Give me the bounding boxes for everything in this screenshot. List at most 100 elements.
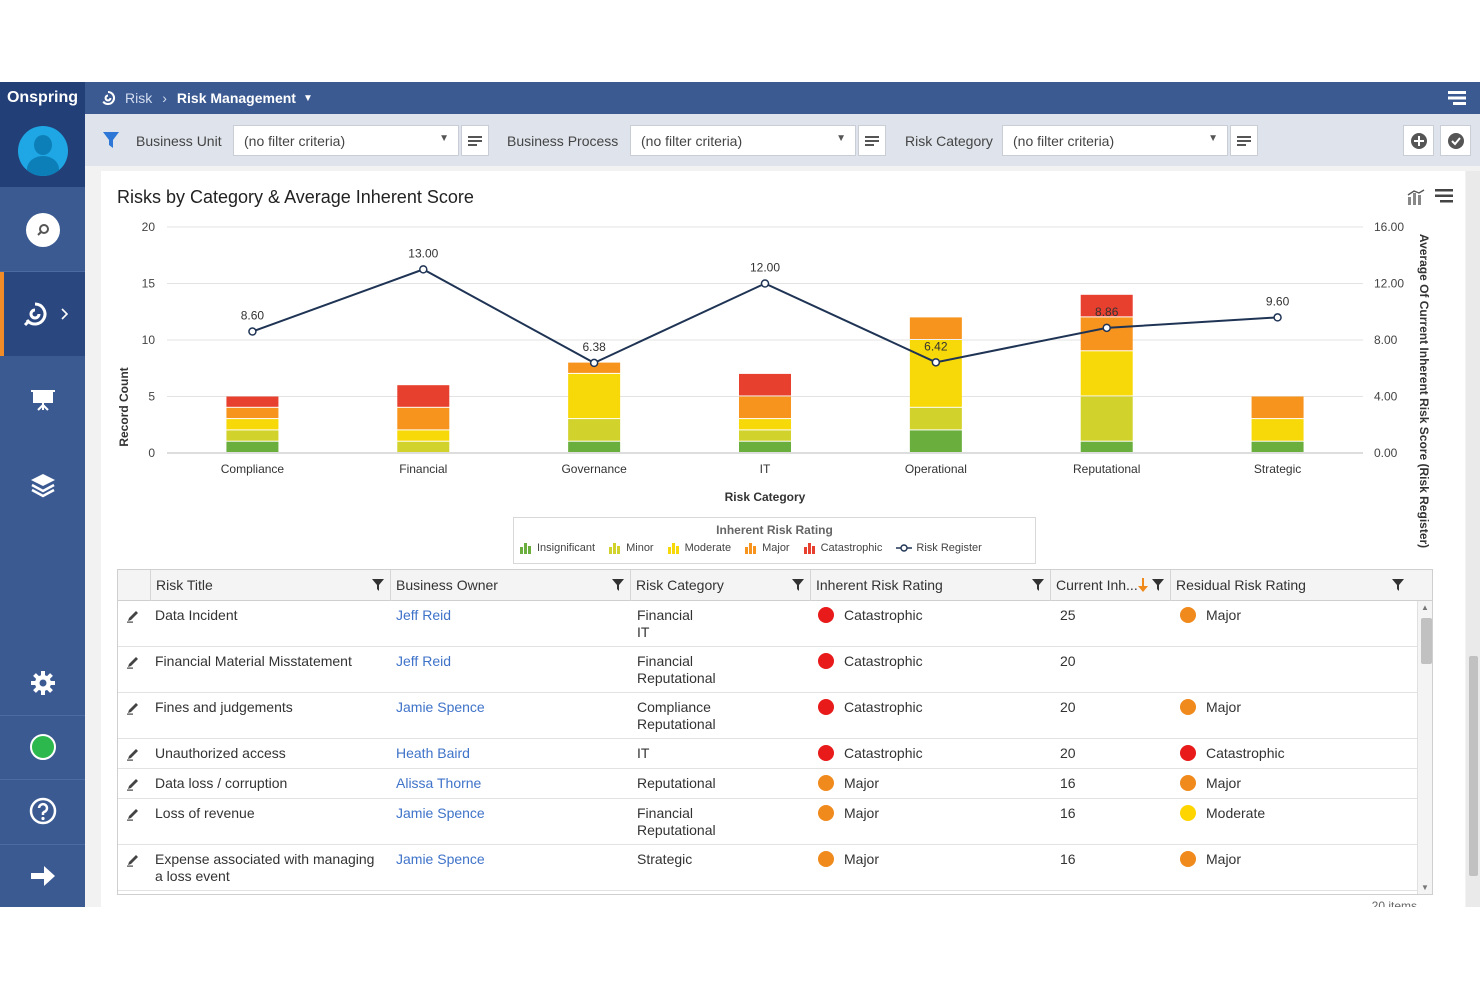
bar-segment[interactable] (226, 430, 279, 441)
bar-segment[interactable] (397, 430, 450, 441)
grid-scroll-thumb[interactable] (1421, 618, 1432, 664)
page-scrollbar[interactable] (1466, 171, 1480, 907)
header-inherent-risk-rating[interactable]: Inherent Risk Rating (810, 570, 1050, 601)
sidebar-status-button[interactable] (0, 716, 85, 778)
hamburger-menu-icon[interactable] (1448, 91, 1466, 105)
legend-item[interactable]: Minor (609, 542, 654, 554)
table-row[interactable]: Unauthorized access Heath Baird IT Catastro… (118, 739, 1417, 769)
bar-segment[interactable] (1080, 317, 1133, 351)
filter-icon[interactable] (102, 131, 120, 149)
breadcrumb-current[interactable]: Risk Management (176, 90, 296, 106)
page-scroll-thumb[interactable] (1469, 656, 1478, 876)
bar-segment[interactable] (397, 385, 450, 407)
cell-business-owner[interactable]: Jamie Spence (396, 699, 485, 715)
filter-icon[interactable] (1392, 579, 1404, 591)
header-business-owner[interactable]: Business Owner (390, 570, 630, 601)
header-current-inherent[interactable]: Current Inh... (1050, 570, 1170, 601)
legend-item[interactable]: Risk Register (896, 542, 982, 554)
bar-segment[interactable] (739, 441, 791, 452)
sidebar-search-button[interactable] (0, 199, 85, 261)
cell-business-owner[interactable]: Alissa Thorne (396, 775, 482, 791)
table-row[interactable]: Financial Material Misstatement Jeff Reid… (118, 647, 1417, 693)
bar-segment[interactable] (568, 362, 621, 373)
edit-pencil-icon[interactable] (126, 655, 140, 669)
bar-segment[interactable] (568, 441, 621, 452)
bar-segment[interactable] (397, 441, 450, 452)
filter-icon[interactable] (792, 579, 804, 591)
legend-item[interactable]: Moderate (667, 542, 731, 554)
table-row[interactable]: Expense associated with managing a loss … (118, 845, 1417, 891)
sidebar-help-button[interactable] (0, 780, 85, 842)
bar-segment[interactable] (226, 419, 279, 430)
sidebar-collapse-button[interactable] (0, 845, 85, 907)
bar-segment[interactable] (397, 407, 450, 430)
sidebar-presentation-button[interactable] (0, 369, 85, 431)
chart-type-icon[interactable] (1407, 189, 1425, 205)
line-point[interactable] (1273, 313, 1282, 322)
header-risk-category[interactable]: Risk Category (630, 570, 810, 601)
legend-item[interactable]: Insignificant (520, 542, 595, 554)
bar-segment[interactable] (568, 419, 621, 441)
header-risk-title[interactable]: Risk Title (150, 570, 390, 601)
line-point[interactable] (760, 279, 770, 288)
scroll-up-icon[interactable]: ▲ (1421, 603, 1429, 612)
header-residual-risk-rating[interactable]: Residual Risk Rating (1170, 570, 1410, 601)
table-row[interactable]: Loss of revenue Jamie Spence Financial Repu… (118, 799, 1417, 845)
line-point[interactable] (248, 327, 257, 336)
business-unit-list-button[interactable] (461, 125, 489, 156)
table-row[interactable]: Data loss / corruption Alissa Thorne Reput… (118, 769, 1417, 799)
line-point[interactable] (589, 358, 599, 368)
filter-icon[interactable] (1032, 579, 1044, 591)
chart-menu-icon[interactable] (1435, 189, 1453, 203)
filter-icon[interactable] (372, 579, 384, 591)
caret-down-icon[interactable]: ▼ (302, 92, 313, 104)
bar-segment[interactable] (909, 340, 962, 407)
bar-segment[interactable] (1080, 294, 1133, 317)
bar-segment[interactable] (568, 373, 621, 419)
bar-segment[interactable] (1251, 441, 1304, 452)
bar-segment[interactable] (226, 396, 279, 407)
sidebar-settings-button[interactable] (0, 652, 85, 714)
edit-pencil-icon[interactable] (126, 807, 140, 821)
scroll-down-icon[interactable]: ▼ (1421, 883, 1429, 892)
apply-filter-button[interactable] (1440, 125, 1471, 156)
risk-category-select[interactable]: (no filter criteria) ▼ (1002, 125, 1228, 156)
filter-icon[interactable] (1152, 579, 1164, 591)
bar-segment[interactable] (739, 396, 791, 419)
risk-category-list-button[interactable] (1230, 125, 1258, 156)
sort-desc-icon[interactable] (1138, 578, 1148, 592)
avatar[interactable] (17, 125, 68, 176)
add-filter-button[interactable] (1403, 125, 1434, 156)
filter-icon[interactable] (612, 579, 624, 591)
cell-business-owner[interactable]: Jeff Reid (396, 607, 451, 623)
edit-pencil-icon[interactable] (126, 853, 140, 867)
edit-pencil-icon[interactable] (126, 747, 140, 761)
bar-segment[interactable] (1080, 351, 1133, 396)
cell-business-owner[interactable]: Jamie Spence (396, 851, 485, 867)
edit-pencil-icon[interactable] (126, 609, 140, 623)
line-point[interactable] (1102, 323, 1111, 333)
bar-segment[interactable] (739, 430, 791, 441)
table-row[interactable]: Data Incident Jeff Reid Financial IT Catastr… (118, 601, 1417, 647)
brand-logo[interactable]: Onspring (0, 82, 85, 114)
line-point[interactable] (931, 358, 941, 367)
bar-segment[interactable] (226, 407, 279, 419)
grid-scrollbar[interactable]: ▲ ▼ (1417, 601, 1432, 894)
cell-business-owner[interactable]: Jamie Spence (396, 805, 485, 821)
legend-item[interactable]: Major (745, 542, 790, 554)
cell-business-owner[interactable]: Jeff Reid (396, 653, 451, 669)
bar-segment[interactable] (909, 430, 962, 452)
table-row[interactable]: Fines and judgements Jamie Spence Complian… (118, 693, 1417, 739)
edit-pencil-icon[interactable] (126, 701, 140, 715)
bar-segment[interactable] (739, 419, 791, 430)
sidebar-risk-app[interactable] (0, 272, 85, 356)
legend-item[interactable]: Catastrophic (803, 542, 882, 554)
business-unit-select[interactable]: (no filter criteria) ▼ (233, 125, 459, 156)
bar-segment[interactable] (1080, 396, 1133, 441)
bar-segment[interactable] (909, 407, 962, 430)
bar-segment[interactable] (1251, 419, 1304, 441)
bar-segment[interactable] (226, 441, 279, 452)
edit-pencil-icon[interactable] (126, 777, 140, 791)
business-process-select[interactable]: (no filter criteria) ▼ (630, 125, 856, 156)
cell-business-owner[interactable]: Heath Baird (396, 745, 470, 761)
